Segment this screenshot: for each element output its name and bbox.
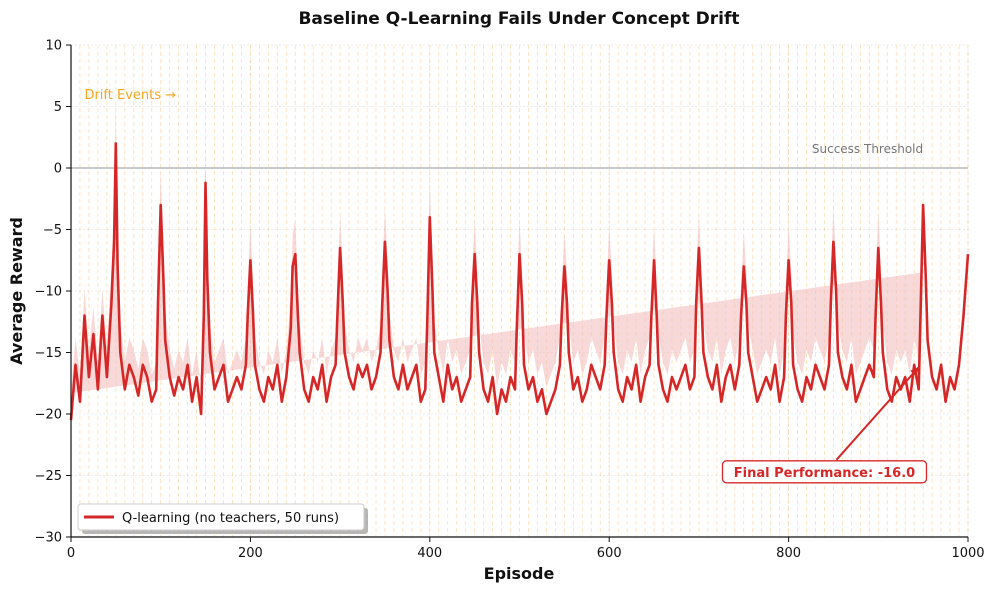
x-tick-label: 1000 <box>951 546 984 561</box>
series-confidence-band <box>71 106 921 394</box>
y-tick-label: −5 <box>43 223 62 238</box>
x-axis-ticks: 0 200 400 600 800 1000 <box>67 537 985 561</box>
y-tick-label: 5 <box>54 100 62 115</box>
drift-events-label: Drift Events → <box>84 88 176 103</box>
x-tick-label: 0 <box>67 546 75 561</box>
y-tick-label: −10 <box>35 285 62 300</box>
final-performance-arrowhead <box>910 366 920 377</box>
y-tick-label: 10 <box>45 39 62 54</box>
chart-title: Baseline Q-Learning Fails Under Concept … <box>298 9 739 29</box>
legend-box <box>77 503 365 531</box>
x-tick-label: 800 <box>776 546 801 561</box>
x-tick-label: 200 <box>238 546 263 561</box>
x-tick-label: 400 <box>417 546 442 561</box>
x-axis-title: Episode <box>484 564 555 583</box>
final-performance-box <box>721 460 928 484</box>
y-tick-label: −20 <box>35 408 62 423</box>
final-performance-label: Final Performance: -16.0 <box>734 466 915 481</box>
x-tick-label: 600 <box>597 546 622 561</box>
y-tick-label: −15 <box>35 346 62 361</box>
y-axis-title: Average Reward <box>7 217 26 365</box>
series-line <box>69 142 970 421</box>
final-performance-arrow <box>835 366 920 461</box>
legend: Q-learning (no teachers, 50 runs) <box>77 503 368 534</box>
y-tick-label: −25 <box>35 469 62 484</box>
y-tick-label: 0 <box>54 162 62 177</box>
y-tick-label: −30 <box>35 531 62 546</box>
legend-label: Q-learning (no teachers, 50 runs) <box>122 511 339 526</box>
success-threshold-label: Success Threshold <box>812 142 923 156</box>
y-axis-ticks: −30 −25 −20 −15 −10 −5 0 5 10 <box>35 39 71 546</box>
